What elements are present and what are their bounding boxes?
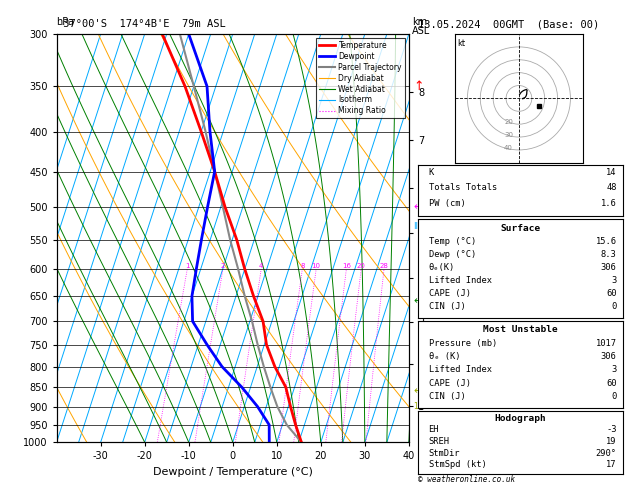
Text: 4: 4 bbox=[259, 263, 264, 269]
Text: 1: 1 bbox=[185, 263, 189, 269]
Text: 8: 8 bbox=[300, 263, 304, 269]
Text: 28: 28 bbox=[379, 263, 389, 269]
Text: © weatheronline.co.uk: © weatheronline.co.uk bbox=[418, 474, 515, 484]
Text: 0: 0 bbox=[611, 392, 616, 401]
Text: 10: 10 bbox=[312, 263, 321, 269]
Text: 19: 19 bbox=[606, 437, 616, 446]
Text: ←: ← bbox=[413, 296, 423, 306]
Text: 306: 306 bbox=[601, 352, 616, 361]
Text: 14: 14 bbox=[606, 168, 616, 177]
Text: CAPE (J): CAPE (J) bbox=[428, 289, 470, 298]
Text: 48: 48 bbox=[606, 183, 616, 192]
Text: III: III bbox=[413, 223, 421, 231]
Text: Pressure (mb): Pressure (mb) bbox=[428, 339, 497, 347]
Text: ASL: ASL bbox=[412, 26, 430, 36]
Legend: Temperature, Dewpoint, Parcel Trajectory, Dry Adiabat, Wet Adiabat, Isotherm, Mi: Temperature, Dewpoint, Parcel Trajectory… bbox=[316, 38, 405, 119]
Text: 2: 2 bbox=[221, 263, 225, 269]
Text: ↑: ↑ bbox=[413, 80, 423, 93]
Text: 15.6: 15.6 bbox=[596, 237, 616, 246]
Text: StmSpd (kt): StmSpd (kt) bbox=[428, 460, 486, 469]
Text: ←: ← bbox=[413, 202, 423, 212]
Text: SREH: SREH bbox=[428, 437, 450, 446]
Text: hPa: hPa bbox=[57, 17, 74, 27]
Text: Lifted Index: Lifted Index bbox=[428, 276, 491, 285]
Text: K: K bbox=[428, 168, 434, 177]
Text: CAPE (J): CAPE (J) bbox=[428, 379, 470, 388]
Text: 20: 20 bbox=[357, 263, 365, 269]
Text: θₑ(K): θₑ(K) bbox=[428, 263, 455, 272]
Text: 60: 60 bbox=[606, 379, 616, 388]
Text: θₑ (K): θₑ (K) bbox=[428, 352, 460, 361]
Text: Most Unstable: Most Unstable bbox=[483, 325, 558, 334]
Text: -37°00'S  174°4B'E  79m ASL: -37°00'S 174°4B'E 79m ASL bbox=[57, 19, 225, 30]
Text: 1017: 1017 bbox=[596, 339, 616, 347]
Text: 16: 16 bbox=[342, 263, 351, 269]
Text: 1.6: 1.6 bbox=[601, 199, 616, 208]
Text: 8.3: 8.3 bbox=[601, 250, 616, 259]
Text: CIN (J): CIN (J) bbox=[428, 302, 465, 311]
Text: 1LCL: 1LCL bbox=[413, 402, 431, 411]
Text: km: km bbox=[412, 17, 427, 27]
Text: 306: 306 bbox=[601, 263, 616, 272]
Text: CIN (J): CIN (J) bbox=[428, 392, 465, 401]
Text: 20: 20 bbox=[504, 119, 513, 125]
Text: Temp (°C): Temp (°C) bbox=[428, 237, 476, 246]
Text: 13.05.2024  00GMT  (Base: 00): 13.05.2024 00GMT (Base: 00) bbox=[418, 19, 599, 30]
Text: kt: kt bbox=[457, 39, 465, 48]
Text: Hodograph: Hodograph bbox=[494, 414, 547, 423]
Text: 3: 3 bbox=[611, 276, 616, 285]
Text: Dewp (°C): Dewp (°C) bbox=[428, 250, 476, 259]
Text: 60: 60 bbox=[606, 289, 616, 298]
Text: Totals Totals: Totals Totals bbox=[428, 183, 497, 192]
Text: -3: -3 bbox=[606, 425, 616, 434]
Text: StmDir: StmDir bbox=[428, 449, 460, 458]
Text: 290°: 290° bbox=[596, 449, 616, 458]
Text: EH: EH bbox=[428, 425, 439, 434]
Text: 3: 3 bbox=[611, 365, 616, 374]
Text: 40: 40 bbox=[504, 145, 513, 151]
Text: 30: 30 bbox=[504, 132, 513, 138]
X-axis label: Dewpoint / Temperature (°C): Dewpoint / Temperature (°C) bbox=[153, 467, 313, 477]
Text: PW (cm): PW (cm) bbox=[428, 199, 465, 208]
Text: 0: 0 bbox=[611, 302, 616, 311]
Text: ←: ← bbox=[413, 386, 423, 396]
Text: Surface: Surface bbox=[501, 224, 540, 233]
Text: Lifted Index: Lifted Index bbox=[428, 365, 491, 374]
Text: 17: 17 bbox=[606, 460, 616, 469]
